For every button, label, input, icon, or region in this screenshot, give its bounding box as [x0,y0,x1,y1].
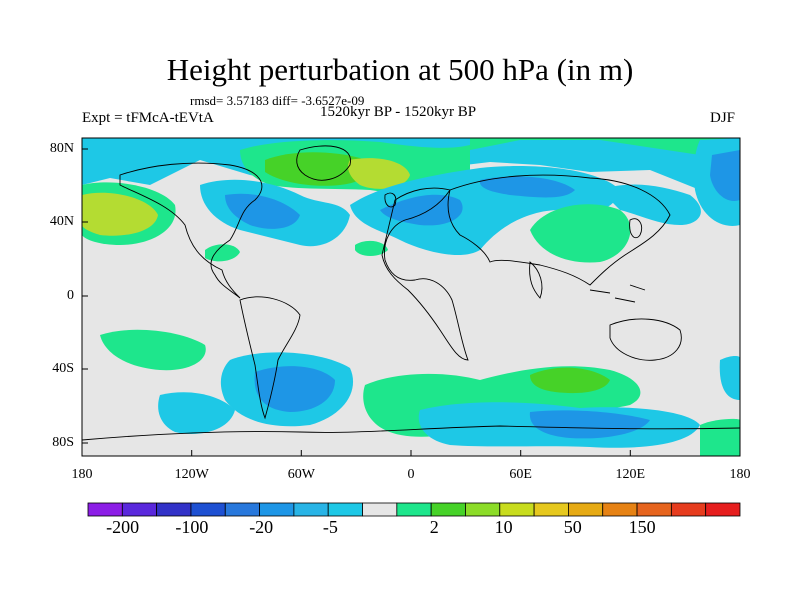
colorbar-label: -5 [322,517,338,537]
colorbar-swatch [705,502,741,517]
contour-region [479,176,575,198]
period-label: 1520kyr BP - 1520kyr BP [320,104,477,120]
colorbar-swatch [465,502,501,517]
colorbar-label: -200 [106,517,140,537]
contour-region [100,329,206,371]
colorbar-swatch [293,502,329,517]
colorbar-label: 10 [494,517,513,537]
lon-label: 180 [729,467,751,482]
contour-region [700,418,740,456]
contour-region [158,392,235,434]
contour-region [719,355,740,400]
contour-region [530,204,631,263]
lon-label: 60W [287,467,315,482]
lon-label: 180 [71,467,93,482]
chart-title: Height perturbation at 500 hPa (in m) [166,52,634,87]
coastline [529,261,543,299]
lat-label: 40S [52,361,74,376]
contour-field [82,138,740,456]
contour-region [710,150,740,201]
colorbar-swatch [499,502,535,517]
lat-label: 0 [67,288,74,303]
coastline [82,425,740,441]
coastline [447,174,671,286]
contour-region [355,240,388,256]
coastline [239,296,301,420]
contour-region [529,410,650,439]
coastline [381,187,469,361]
contour-region [348,158,410,189]
colorbar-swatch [121,502,158,517]
contour-region [205,244,240,262]
contour-region [600,184,701,225]
colorbar-label: 150 [628,517,656,537]
colorbar-swatch [362,502,398,517]
experiment-label: Expt = tFMcA-tEVtA [82,110,214,126]
coastline [589,284,646,303]
colorbar-label: -20 [249,517,274,537]
contour-region [470,138,740,155]
contour-region [82,192,158,236]
contour-region [225,193,300,229]
colorbar-swatch [224,502,260,517]
colorbar-swatch [327,502,363,517]
axis-ticks [81,148,741,456]
coastline [119,162,263,299]
colorbar-swatch [670,502,707,517]
lat-label: 40N [49,214,74,229]
colorbar-swatch [636,502,672,517]
lat-label: 80S [52,435,74,450]
colorbar-label: -100 [175,517,209,537]
colorbar-swatch [190,502,226,517]
lon-label: 120W [174,467,209,482]
colorbar-swatch [259,502,295,517]
coastline [609,318,682,361]
colorbar-label: 2 [429,517,439,537]
lon-label: 0 [407,467,415,482]
coastline [629,218,643,239]
colorbar-swatch [533,502,569,517]
coastline [296,145,351,181]
lon-label: 60E [509,467,532,482]
colorbar-swatch [602,502,638,517]
lat-label: 80N [49,141,74,156]
season-label: DJF [710,110,736,126]
colorbar-swatch [396,502,432,517]
colorbar-swatch [430,502,466,517]
coastline [384,192,397,208]
stats-text: rmsd= 3.57183 diff= -3.6527e-09 [190,93,365,108]
lon-label: 120E [615,467,646,482]
colorbar-swatch [568,502,604,517]
contour-region [265,152,371,186]
coastlines [82,145,740,441]
colorbar [87,502,741,517]
colorbar-swatch [87,502,123,517]
colorbar-label: 50 [563,517,582,537]
colorbar-swatch [156,502,192,517]
contour-region [380,194,463,226]
contour-region [530,367,610,394]
